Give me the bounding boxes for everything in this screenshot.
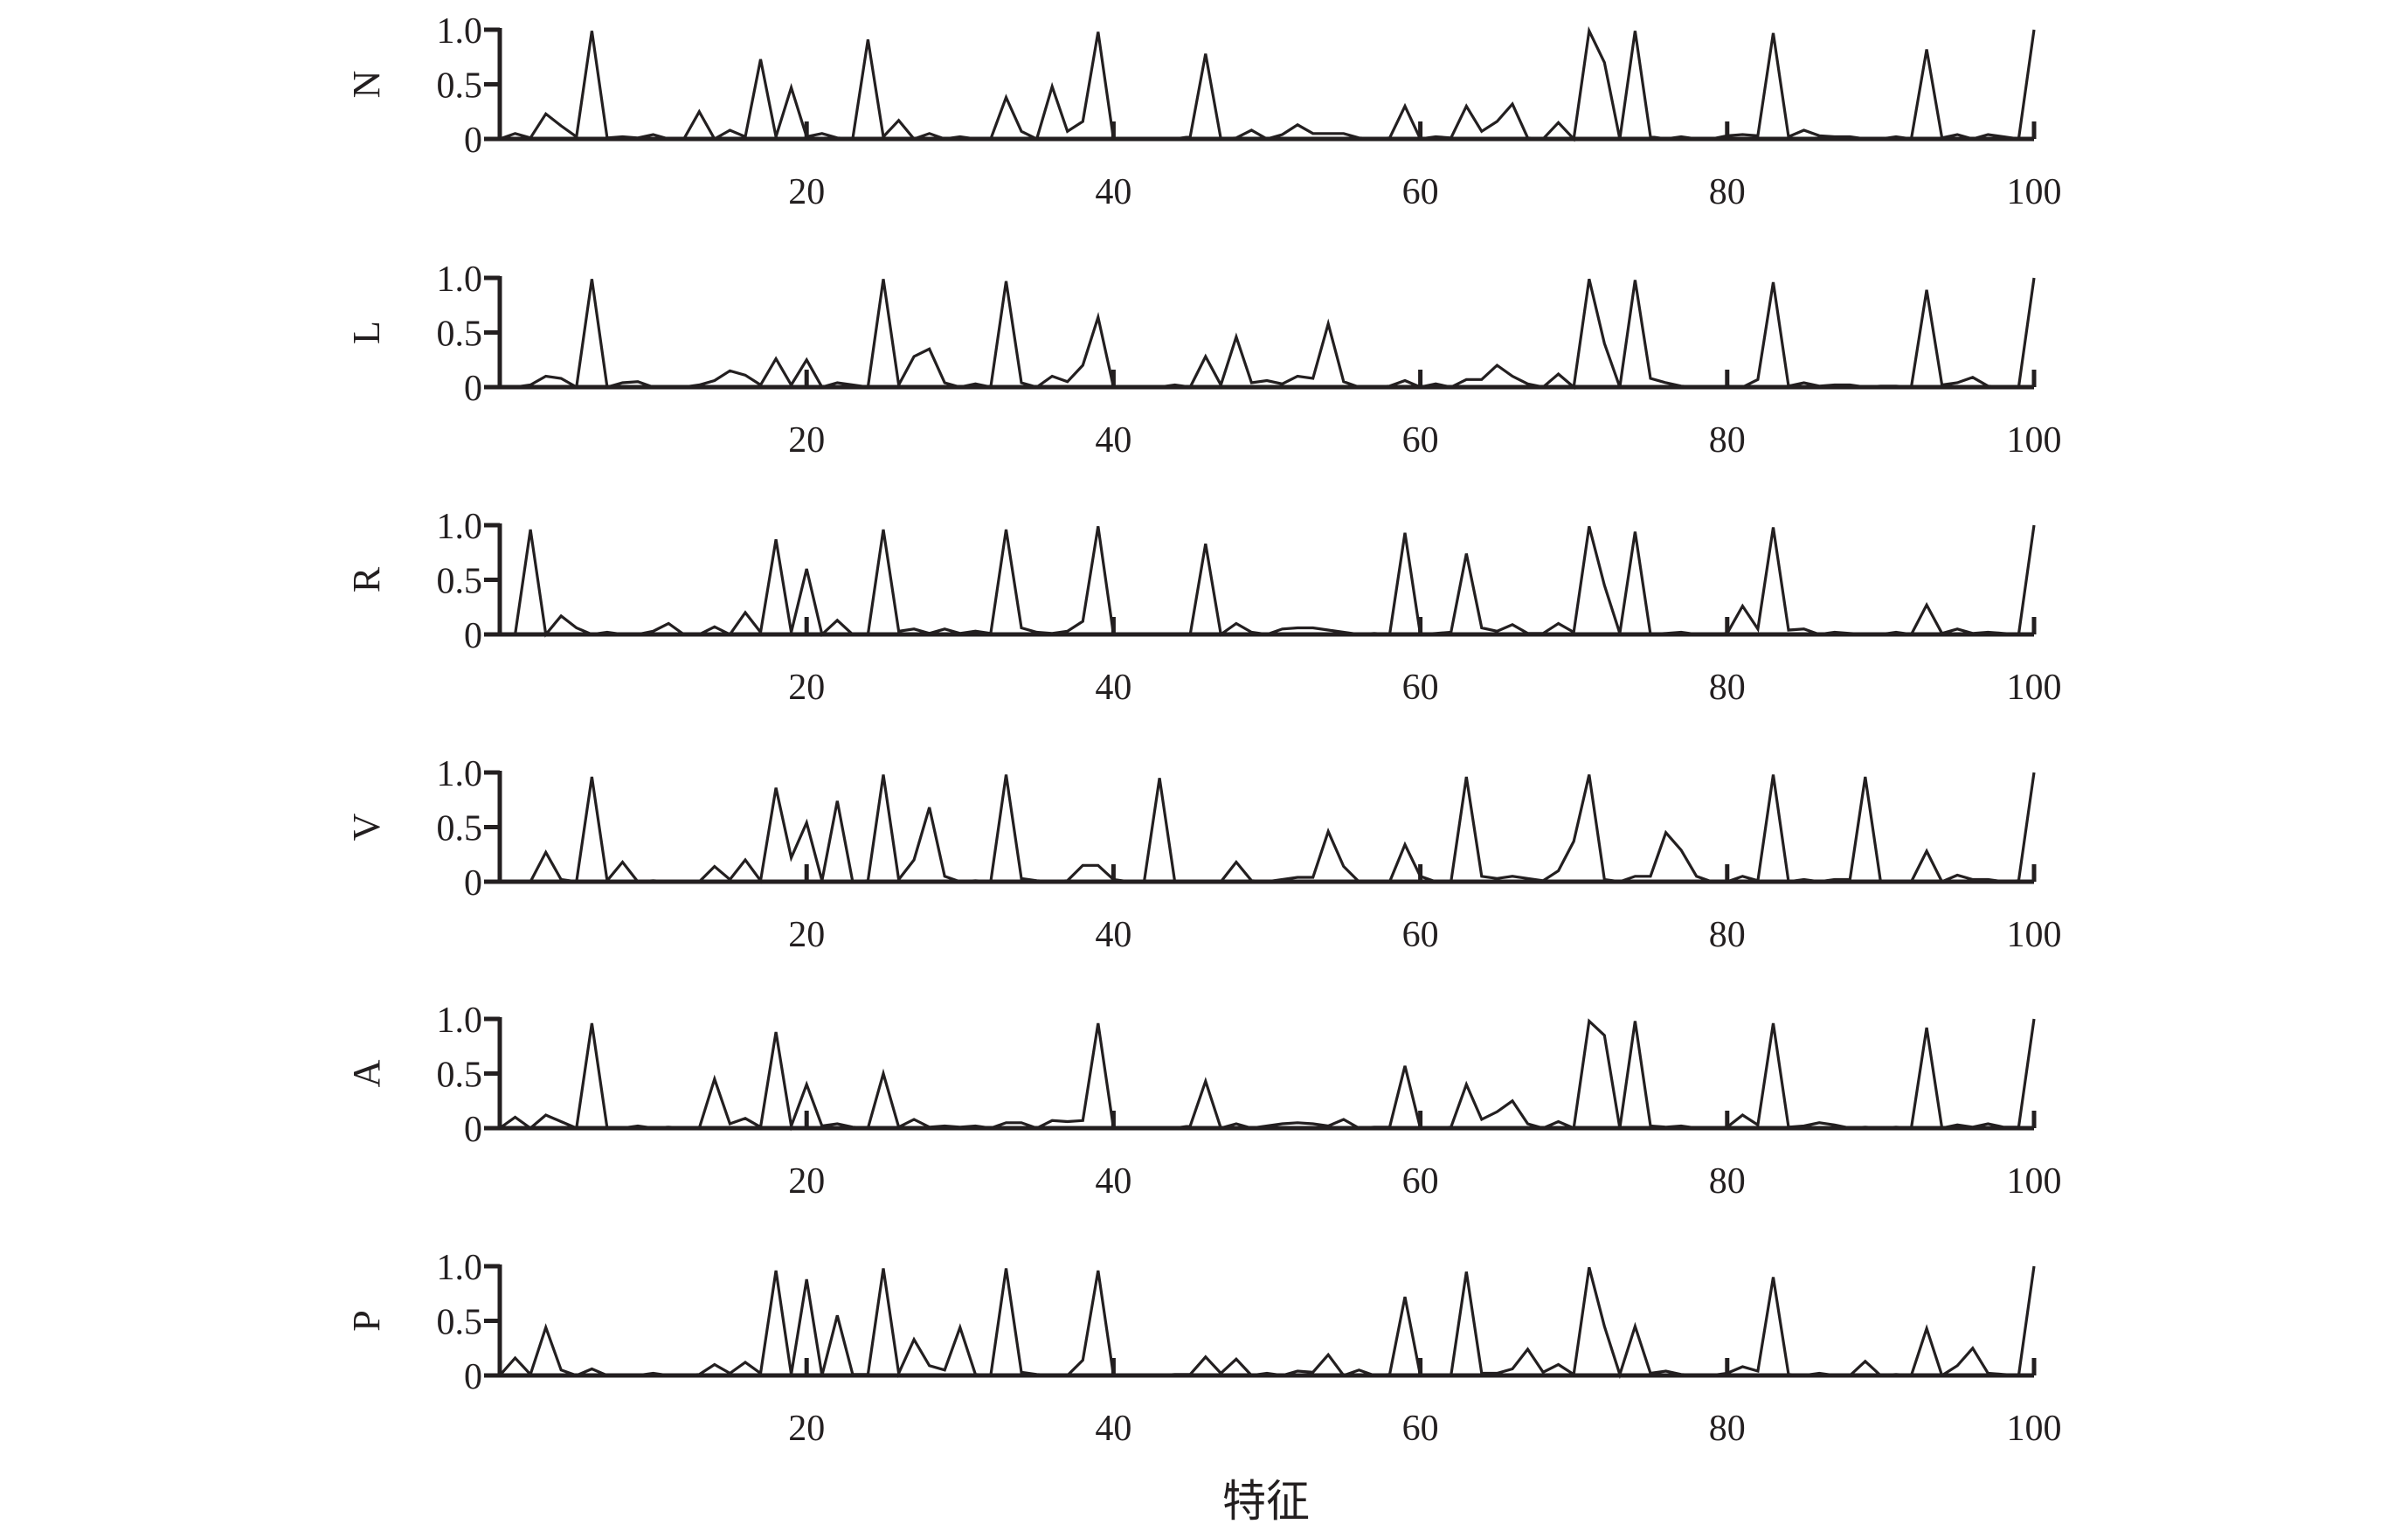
x-tick-label: 40 — [1095, 172, 1131, 212]
x-tick-label: 80 — [1709, 420, 1746, 461]
y-tick-label: 1.0 — [437, 11, 483, 52]
panel-label: N — [345, 71, 388, 99]
x-tick-label: 100 — [2007, 668, 2062, 708]
panel-label: P — [345, 1310, 388, 1331]
series-line-p — [498, 1265, 2036, 1380]
x-tick-label: 20 — [788, 1409, 825, 1449]
panel-label: R — [345, 566, 388, 592]
panel-l: 0 0.5 1.0 20 40 60 80 100 L — [345, 260, 2062, 461]
x-tick-label: 100 — [2007, 172, 2062, 212]
series-line-v — [500, 772, 2036, 884]
x-tick-label: 40 — [1095, 668, 1131, 708]
x-tick-label: 20 — [788, 1161, 825, 1202]
y-tick-label: 0.5 — [437, 809, 483, 849]
y-tick-label: 1.0 — [437, 754, 483, 794]
x-tick-label: 60 — [1402, 915, 1439, 955]
x-tick-label: 20 — [788, 668, 825, 708]
y-tick-label: 0.5 — [437, 315, 483, 355]
x-tick-label: 60 — [1402, 1161, 1439, 1202]
y-tick-label: 0 — [464, 1357, 482, 1397]
x-tick-label: 60 — [1402, 668, 1439, 708]
x-tick-label: 100 — [2007, 1161, 2062, 1202]
panel-label: V — [345, 813, 388, 841]
x-tick-label: 80 — [1709, 172, 1746, 212]
panel-r: 0 0.5 1.0 20 40 60 80 100 R — [345, 507, 2062, 708]
panel-label: L — [345, 321, 388, 344]
y-tick-label: 0 — [464, 121, 482, 161]
x-tick-label: 100 — [2007, 915, 2062, 955]
y-tick-label: 0 — [464, 616, 482, 656]
x-tick-label: 80 — [1709, 915, 1746, 955]
y-tick-label: 0 — [464, 1110, 482, 1150]
y-tick-label: 0.5 — [437, 66, 483, 107]
y-tick-label: 0.5 — [437, 1056, 483, 1096]
series-line-r — [500, 524, 2036, 638]
series-line-l — [500, 277, 2036, 391]
x-tick-label: 40 — [1095, 915, 1131, 955]
y-tick-label: 0.5 — [437, 1303, 483, 1343]
x-tick-label: 80 — [1709, 668, 1746, 708]
x-tick-label: 80 — [1709, 1161, 1746, 1202]
panel-n: 0 0.5 1.0 20 40 60 80 100 N — [345, 11, 2062, 212]
panel-v: 0 0.5 1.0 20 40 60 80 100 V — [345, 754, 2062, 955]
x-axis-label: 特征 — [1222, 1477, 1310, 1526]
y-tick-label: 1.0 — [437, 1001, 483, 1041]
x-tick-label: 40 — [1095, 1161, 1131, 1202]
series-line-n — [499, 25, 2036, 142]
x-tick-label: 80 — [1709, 1409, 1746, 1449]
x-tick-label: 60 — [1402, 420, 1439, 461]
x-tick-label: 60 — [1402, 1409, 1439, 1449]
x-tick-label: 100 — [2007, 420, 2062, 461]
panel-a: 0 0.5 1.0 20 40 60 80 100 A — [345, 1001, 2062, 1202]
y-tick-label: 0 — [464, 863, 482, 904]
x-tick-label: 20 — [788, 420, 825, 461]
y-tick-label: 1.0 — [437, 507, 483, 547]
panel-p: 0 0.5 1.0 20 40 60 80 100 P — [345, 1248, 2062, 1449]
y-tick-label: 1.0 — [437, 1248, 483, 1288]
x-tick-label: 60 — [1402, 172, 1439, 212]
series-line-a — [499, 1018, 2036, 1132]
x-tick-label: 40 — [1095, 1409, 1131, 1449]
x-tick-label: 20 — [788, 915, 825, 955]
x-tick-label: 40 — [1095, 420, 1131, 461]
y-tick-label: 0 — [464, 369, 482, 409]
x-tick-label: 20 — [788, 172, 825, 212]
x-tick-label: 100 — [2007, 1409, 2062, 1449]
y-tick-label: 1.0 — [437, 260, 483, 300]
panel-label: A — [345, 1059, 388, 1087]
y-tick-label: 0.5 — [437, 562, 483, 602]
